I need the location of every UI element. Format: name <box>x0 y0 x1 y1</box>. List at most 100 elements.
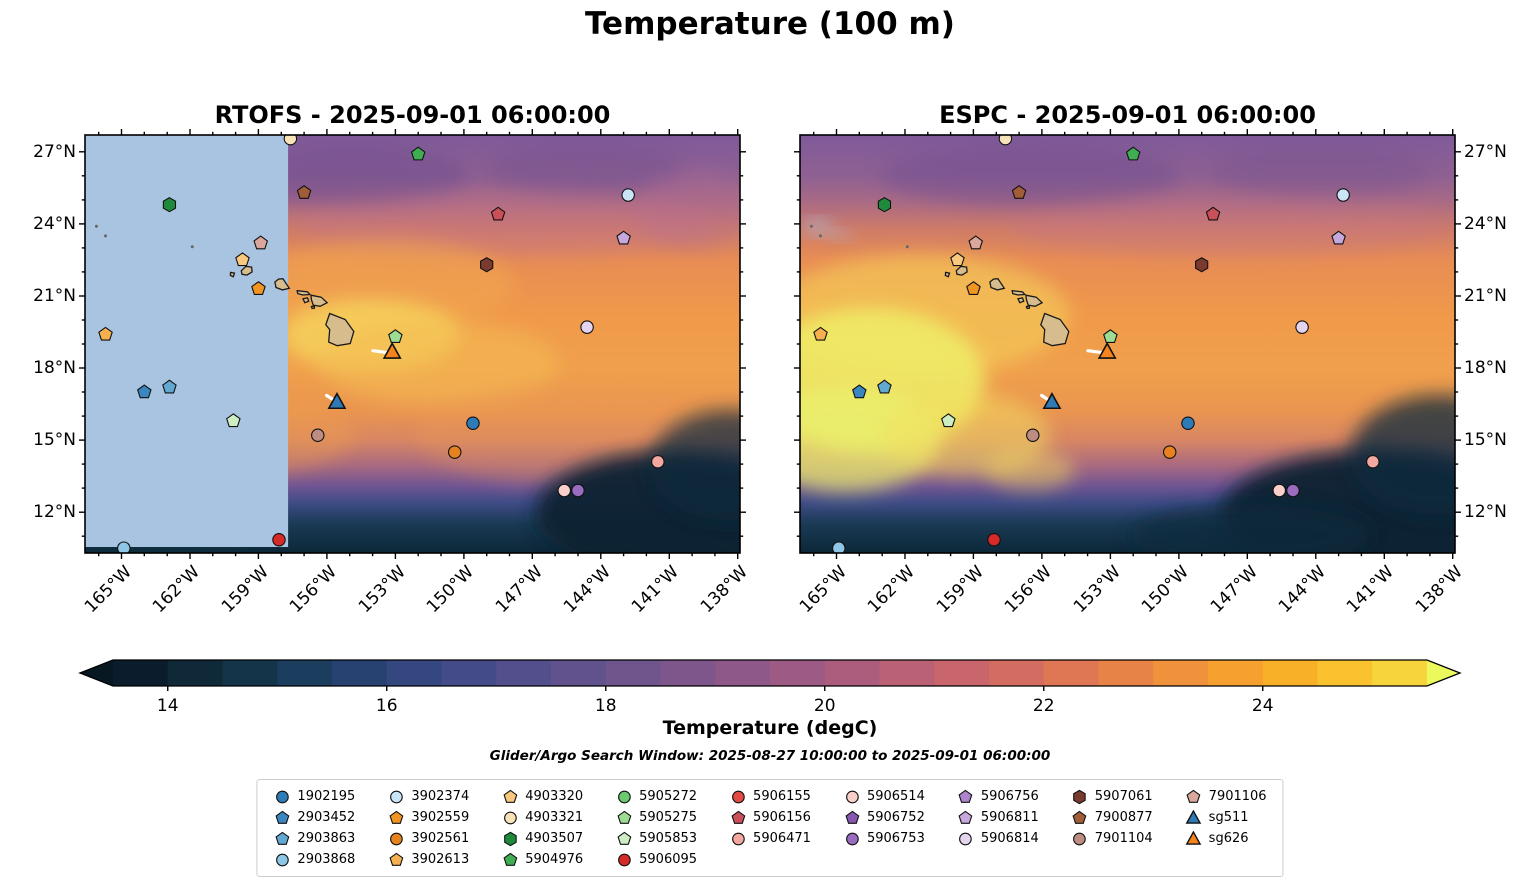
x-tick-label: 150°W <box>422 562 478 617</box>
pentagon-marker-icon <box>1072 810 1087 824</box>
island-kauai <box>955 265 968 276</box>
marker-5906156 <box>490 206 506 221</box>
island-hawaii <box>325 312 355 347</box>
legend-entry-5906752: 5906752 <box>843 808 925 827</box>
x-tick-label: 156°W <box>1001 562 1057 617</box>
legend: 1902195 2903452 2903863 2903868 3902374 39025… <box>256 779 1284 877</box>
marker-4903320 <box>235 252 250 267</box>
pentagon-marker-icon <box>958 789 973 803</box>
marker-7901106 <box>968 235 984 250</box>
x-tick-label: 159°W <box>932 562 988 617</box>
marker-5906095 <box>272 533 286 547</box>
pentagon-marker-icon <box>617 831 632 845</box>
legend-entry-5906471: 5906471 <box>729 829 811 848</box>
marker-2903863 <box>877 379 892 394</box>
marker-sg511 <box>1042 391 1062 410</box>
marker-3902559 <box>251 281 266 295</box>
triangle-marker-icon <box>1185 809 1202 824</box>
legend-label: sg511 <box>1208 810 1249 825</box>
pentagon-marker-icon <box>1186 789 1201 803</box>
marker-5907061 <box>480 257 494 273</box>
circle-marker-icon <box>276 853 289 866</box>
legend-label: 4903321 <box>525 810 584 825</box>
circle-marker-icon <box>276 790 289 803</box>
legend-label: 5905275 <box>639 810 698 825</box>
marker-7900877 <box>1011 184 1027 199</box>
marker-4903321 <box>998 135 1013 146</box>
marker-4903321 <box>283 135 298 146</box>
island-lanai <box>302 297 310 304</box>
y-tick-label: 21°N <box>1464 285 1507 306</box>
island-kahoolawe <box>1025 305 1031 310</box>
circle-marker-icon <box>1073 832 1087 845</box>
search-window-note: Glider/Argo Search Window: 2025-08-27 10… <box>489 748 1051 764</box>
legend-label: 4903507 <box>525 831 584 846</box>
marker-5906814 <box>580 320 594 334</box>
legend-label: 5906753 <box>866 831 925 846</box>
legend-entry-1902195: 1902195 <box>273 787 355 806</box>
marker-2903868 <box>117 541 131 553</box>
legend-entry-2903863: 2903863 <box>273 829 355 848</box>
circle-marker-icon <box>617 853 631 866</box>
espc-panel-title: ESPC - 2025-09-01 06:00:00 <box>939 101 1316 129</box>
island-kauai <box>240 265 253 276</box>
legend-label: 5906814 <box>980 831 1039 846</box>
marker-5905275 <box>388 329 403 344</box>
legend-label: 3902613 <box>411 852 470 867</box>
x-tick-label: 150°W <box>1137 562 1193 617</box>
legend-entry-3902613: 3902613 <box>387 850 469 869</box>
legend-label: 4903320 <box>525 789 584 804</box>
x-tick-label: 147°W <box>1206 562 1262 617</box>
rtofs-map-svg <box>79 129 746 559</box>
legend-label: 2903863 <box>297 831 356 846</box>
legend-entry-sg511: sg511 <box>1185 808 1267 827</box>
marker-5906814 <box>1295 320 1309 334</box>
pentagon-marker-icon <box>275 810 290 824</box>
legend-label: 5904976 <box>525 852 584 867</box>
y-tick-label: 18°N <box>33 358 76 379</box>
marker-3902561 <box>447 445 462 459</box>
colorbar: 14 16 18 20 22 24 <box>78 659 1462 718</box>
circle-marker-icon <box>731 790 745 803</box>
marker-5907061 <box>1195 257 1209 273</box>
marker-2903452 <box>852 384 867 399</box>
legend-entry-5906095: 5906095 <box>615 850 697 869</box>
legend-entry-7900877: 7900877 <box>1071 808 1153 827</box>
circle-marker-icon <box>845 832 859 845</box>
marker-5906514 <box>557 483 572 498</box>
legend-entry-5906753: 5906753 <box>843 829 925 848</box>
marker-3902374 <box>1336 188 1350 202</box>
x-tick-label: 138°W <box>1411 562 1467 617</box>
legend-label: 7901104 <box>1094 831 1153 846</box>
marker-3902613 <box>813 326 828 341</box>
circle-marker-icon <box>389 790 403 803</box>
legend-label: 7900877 <box>1094 810 1153 825</box>
pentagon-marker-icon <box>958 810 973 824</box>
y-tick-label: 18°N <box>1464 358 1507 379</box>
marker-5904976 <box>410 146 426 161</box>
pentagon-marker-icon <box>617 810 632 824</box>
legend-label: 5905272 <box>639 789 698 804</box>
legend-entry-2903868: 2903868 <box>273 850 355 869</box>
legend-entry-sg626: sg626 <box>1185 829 1267 848</box>
colorbar-tick-label: 24 <box>1251 696 1274 716</box>
y-tick-label: 15°N <box>1464 430 1507 451</box>
no-data-mask <box>85 135 289 547</box>
pentagon-marker-icon <box>503 789 518 803</box>
y-tick-label: 15°N <box>33 430 76 451</box>
y-tick-label: 24°N <box>1464 213 1507 234</box>
marker-5906753 <box>1286 483 1300 498</box>
y-tick-label: 12°N <box>33 502 76 523</box>
marker-5906811 <box>616 230 631 245</box>
island-hawaii <box>1040 312 1070 347</box>
marker-3902561 <box>1162 445 1177 459</box>
colorbar-tick-label: 14 <box>156 696 179 716</box>
pentagon-marker-icon <box>845 810 859 824</box>
legend-label: sg626 <box>1208 831 1249 846</box>
x-tick-label: 162°W <box>864 562 920 617</box>
circle-marker-icon <box>731 832 745 845</box>
y-tick-label: 12°N <box>1464 502 1507 523</box>
legend-label: 3902561 <box>411 831 470 846</box>
marker-7900877 <box>296 184 312 199</box>
legend-entry-5906756: 5906756 <box>957 787 1039 806</box>
